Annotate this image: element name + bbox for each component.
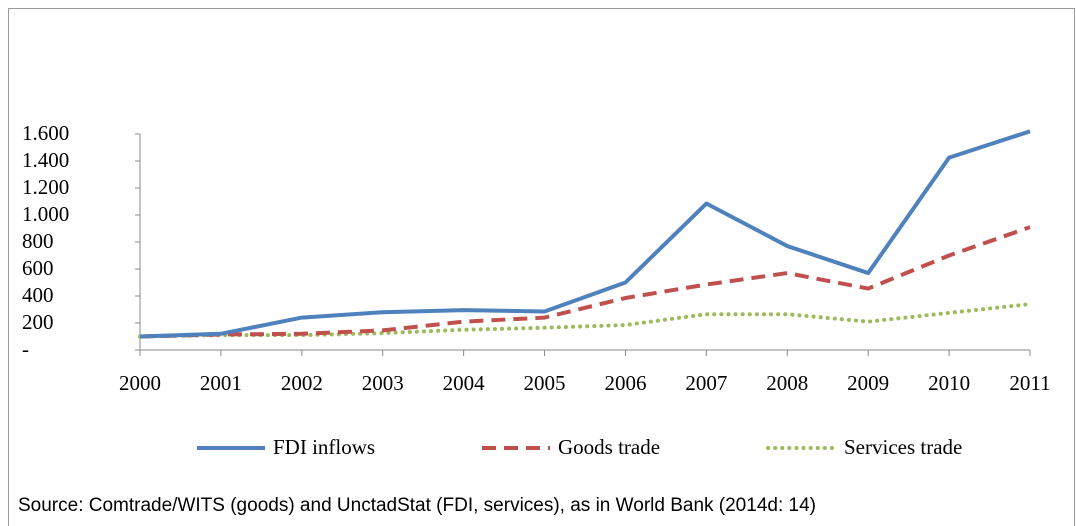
- y-tick-label: 600: [22, 256, 54, 280]
- x-tick-label: 2003: [362, 371, 404, 395]
- legend-label: Services trade: [844, 435, 962, 459]
- x-tick-label: 2002: [281, 371, 323, 395]
- series-line: [138, 302, 1032, 339]
- y-tick-label: 400: [22, 283, 54, 307]
- x-tick-label: 2009: [847, 371, 889, 395]
- x-tick-label: 2000: [119, 371, 161, 395]
- x-tick-label: 2008: [766, 371, 808, 395]
- x-tick-label: 2001: [200, 371, 242, 395]
- x-tick-label: 2006: [604, 371, 646, 395]
- y-tick-label: 1.000: [22, 202, 69, 226]
- y-tick-label: 800: [22, 229, 54, 253]
- frame: [8, 8, 1075, 526]
- x-tick-label: 2010: [928, 371, 970, 395]
- series-line: [139, 129, 1031, 339]
- y-tick-label: 1.200: [22, 175, 69, 199]
- x-tick-label: 2011: [1009, 371, 1050, 395]
- series-line: [139, 225, 1031, 339]
- source-note: Source: Comtrade/WITS (goods) and Unctad…: [18, 495, 816, 516]
- y-tick-label: -: [22, 337, 29, 361]
- y-tick-label: 1.400: [22, 148, 69, 172]
- legend-label: Goods trade: [558, 435, 660, 459]
- x-tick-label: 2005: [524, 371, 566, 395]
- x-tick-label: 2004: [443, 371, 486, 395]
- y-tick-label: 200: [22, 310, 54, 334]
- legend-label: FDI inflows: [273, 435, 375, 459]
- y-tick-label: 1.600: [22, 121, 69, 145]
- x-tick-label: 2007: [685, 371, 727, 395]
